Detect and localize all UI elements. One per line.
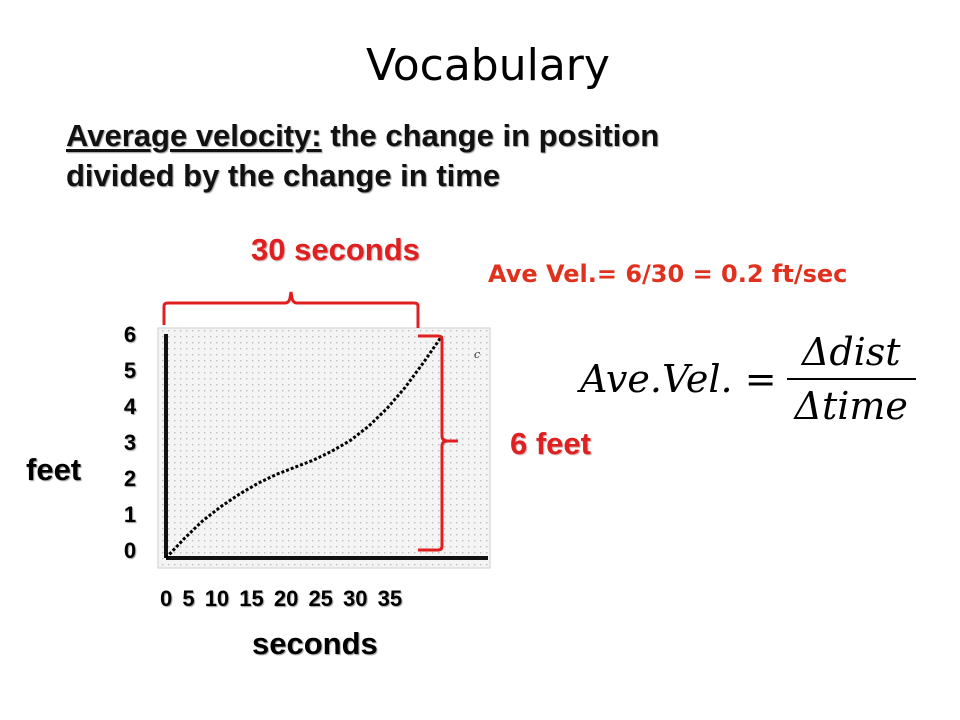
plot-area (157, 327, 491, 569)
definition-line1: the change in position (330, 118, 660, 153)
formula-fraction: Δdist Δtime (786, 330, 916, 428)
y-tick-label: 2 (123, 466, 137, 491)
y-tick-label: 0 (123, 538, 137, 563)
y-tick-label: 6 (123, 322, 137, 347)
x-axis-label: seconds (252, 626, 378, 661)
y-axis-label: feet (26, 452, 82, 487)
formula-denominator: Δtime (794, 384, 908, 428)
average-velocity-calculation: Ave Vel.= 6/30 = 0.2 ft/sec (488, 260, 848, 288)
slide-title: Vocabulary (366, 40, 610, 91)
y-tick-label: 5 (123, 358, 137, 383)
definition-line2: divided by the change in time (66, 158, 501, 193)
distance-span-label: 6 feet (510, 426, 591, 461)
definition-text: Average velocity: the change in position… (66, 116, 826, 196)
x-tick-labels: 0 5 10 15 20 25 30 35 (160, 586, 403, 611)
y-tick-label: 1 (123, 502, 137, 527)
average-velocity-formula: Ave.Vel. = Δdist Δtime (580, 330, 916, 428)
cursor-mark: c (474, 348, 480, 361)
distance-span-bracket (418, 334, 458, 552)
time-span-bracket (162, 291, 420, 328)
y-tick-label: 4 (123, 394, 137, 419)
formula-numerator: Δdist (801, 330, 901, 374)
y-tick-label: 3 (123, 430, 137, 455)
formula-lhs: Ave.Vel. = (580, 357, 777, 401)
time-span-label: 30 seconds (251, 232, 420, 267)
fraction-bar (786, 378, 916, 380)
definition-term: Average velocity: (66, 118, 322, 153)
